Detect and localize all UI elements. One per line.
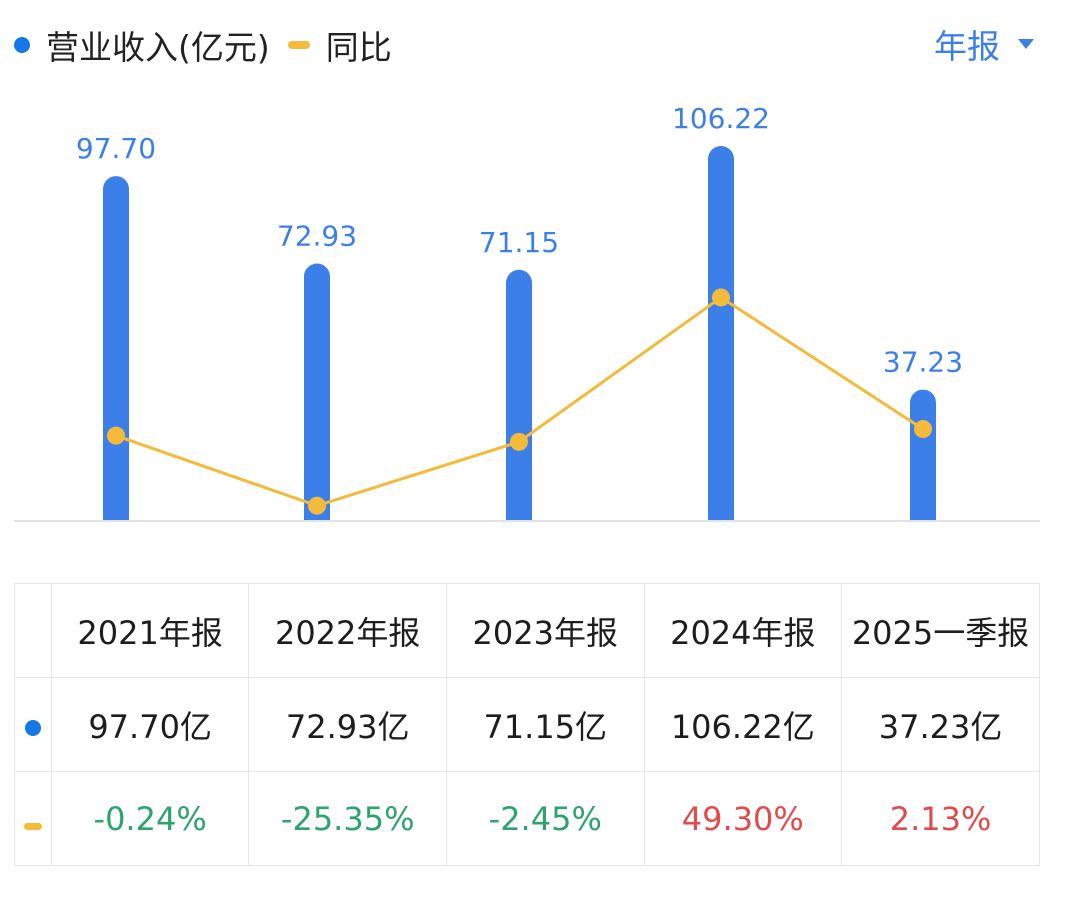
yoy-point bbox=[308, 496, 326, 515]
chart-legend: 营业收入(亿元) 同比 bbox=[14, 22, 392, 68]
yoy-cell: -2.45% bbox=[445, 771, 645, 866]
yoy-point bbox=[510, 432, 528, 451]
revenue-row-marker bbox=[14, 677, 52, 772]
table-header-cell: 2022年报 bbox=[248, 583, 447, 678]
yoy-cell: -0.24% bbox=[50, 771, 250, 866]
table-header-cell: 2025一季报 bbox=[841, 583, 1040, 678]
revenue-cell: 37.23亿 bbox=[841, 677, 1040, 772]
yoy-point bbox=[712, 288, 730, 307]
period-selector-label: 年报 bbox=[934, 27, 1000, 66]
bar-value-label: 97.70 bbox=[76, 132, 156, 165]
yoy-point bbox=[107, 426, 125, 445]
revenue-bar bbox=[103, 176, 129, 521]
revenue-cell: 97.70亿 bbox=[50, 677, 250, 772]
bar-value-label: 71.15 bbox=[479, 226, 559, 259]
yoy-dash-icon bbox=[23, 822, 42, 830]
table-header-cell: 2023年报 bbox=[445, 583, 645, 678]
chevron-down-icon bbox=[1018, 39, 1034, 49]
revenue-legend-marker bbox=[14, 37, 30, 53]
revenue-legend-label: 营业收入(亿元) bbox=[46, 28, 270, 67]
revenue-cell: 72.93亿 bbox=[248, 677, 447, 772]
table-header-row: 2021年报 2022年报 2023年报 2024年报 2025一季报 bbox=[14, 583, 1040, 678]
table-header-cell: 2024年报 bbox=[643, 583, 843, 678]
bar-group bbox=[103, 146, 936, 521]
yoy-cell: 49.30% bbox=[643, 771, 843, 866]
yoy-row-marker bbox=[14, 771, 52, 866]
bar-value-label: 72.93 bbox=[277, 220, 357, 253]
revenue-cell: 106.22亿 bbox=[643, 677, 843, 772]
period-selector[interactable]: 年报 bbox=[934, 20, 1034, 68]
yoy-cell: -25.35% bbox=[248, 771, 447, 866]
yoy-point bbox=[914, 420, 932, 439]
table-row-revenue: 97.70亿 72.93亿 71.15亿 106.22亿 37.23亿 bbox=[14, 677, 1040, 772]
revenue-chart: 97.70 72.93 71.15 106.22 37.23 bbox=[14, 102, 1040, 522]
revenue-bar bbox=[708, 146, 734, 521]
bar-value-label: 106.22 bbox=[672, 102, 770, 135]
revenue-cell: 71.15亿 bbox=[445, 677, 645, 772]
yoy-legend-marker bbox=[287, 41, 310, 49]
table-row-yoy: -0.24% -25.35% -2.45% 49.30% 2.13% bbox=[14, 771, 1040, 866]
revenue-bar bbox=[506, 269, 532, 521]
bar-value-label: 37.23 bbox=[883, 346, 963, 379]
yoy-legend-label: 同比 bbox=[325, 28, 392, 67]
revenue-dot-icon bbox=[24, 719, 41, 736]
bar-label-group: 97.70 72.93 71.15 106.22 37.23 bbox=[76, 102, 963, 379]
header-marker-cell bbox=[14, 583, 52, 678]
revenue-bar bbox=[910, 389, 936, 521]
yoy-point-group bbox=[107, 288, 932, 515]
revenue-bar bbox=[304, 263, 330, 521]
table-header-cell: 2021年报 bbox=[50, 583, 250, 678]
data-table: 2021年报 2022年报 2023年报 2024年报 2025一季报 97.7… bbox=[14, 583, 1040, 866]
yoy-cell: 2.13% bbox=[841, 771, 1040, 866]
